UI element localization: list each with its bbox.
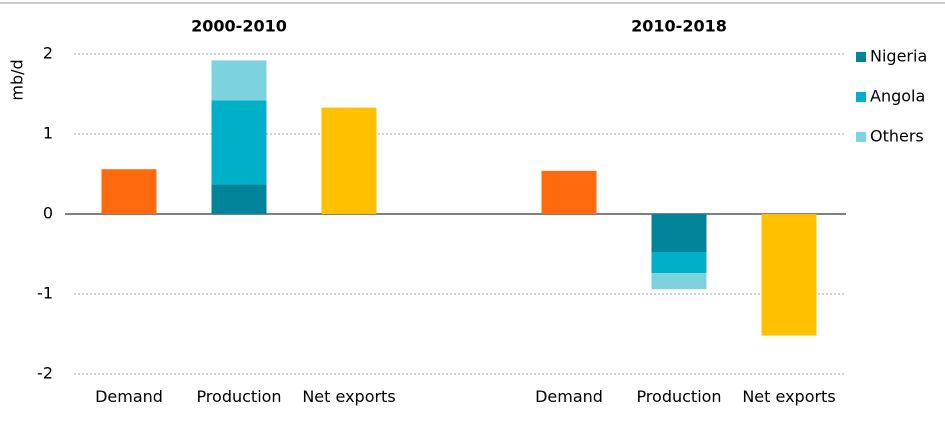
bar-segment [651,252,707,274]
legend-label: Angola [870,87,925,106]
y-axis-label: mb/d [8,59,27,100]
y-tick-label: -2 [37,364,53,383]
legend-swatch [856,92,866,102]
y-tick-label: 0 [43,204,53,223]
legend-label: Nigeria [870,47,927,66]
bar-segment [651,273,707,290]
bar [541,170,597,214]
x-tick-label: Production [196,387,282,406]
y-tick-label: -1 [37,284,53,303]
x-tick-label: Production [636,387,722,406]
bar-segment [651,214,707,253]
x-tick-label: Net exports [302,387,396,406]
y-tick-label: 2 [43,44,53,63]
bar [321,107,377,214]
bar-segment [211,60,267,101]
bar-segment [211,184,267,214]
legend-swatch [856,132,866,142]
group-title: 2010-2018 [631,17,727,36]
x-tick-label: Demand [535,387,603,406]
x-tick-label: Demand [95,387,163,406]
x-tick-label: Net exports [742,387,836,406]
bar [761,214,817,336]
legend-swatch [856,52,866,62]
group-title: 2000-2010 [191,17,287,36]
bar-segment [211,100,267,185]
bar [101,169,157,214]
y-tick-label: 1 [43,124,53,143]
legend-label: Others [870,127,924,146]
